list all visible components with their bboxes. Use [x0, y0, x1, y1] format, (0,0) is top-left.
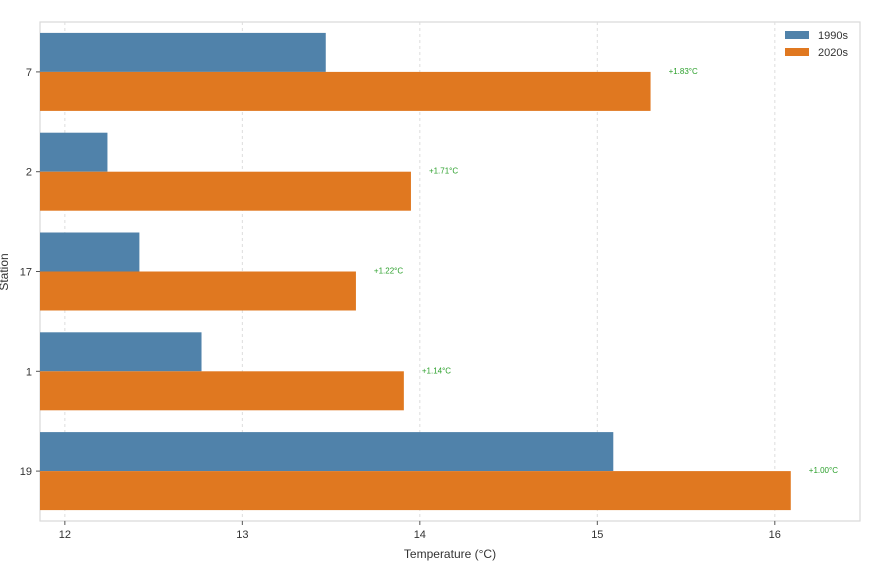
- bar-1990s-station-7: [40, 32, 326, 72]
- x-axis-label: Temperature (°C): [404, 547, 496, 561]
- bar-2020s-station-19: [40, 471, 791, 511]
- legend: 1990s 2020s: [785, 30, 848, 59]
- difference-annotation: +1.14°C: [422, 366, 451, 375]
- difference-annotation: +1.71°C: [429, 167, 458, 176]
- bar-2020s-station-17: [40, 271, 356, 311]
- legend-label-2020s: 2020s: [818, 47, 848, 59]
- difference-annotation: +1.83°C: [669, 67, 698, 76]
- legend-swatch-2020s: [785, 48, 809, 56]
- y-tick-label: 1: [26, 366, 32, 378]
- x-tick-label: 14: [414, 529, 426, 541]
- x-tick-label: 16: [769, 529, 781, 541]
- y-tick-label: 17: [20, 267, 32, 279]
- x-tick-label: 13: [236, 529, 248, 541]
- bar-1990s-station-2: [40, 132, 108, 172]
- y-tick-label: 19: [20, 466, 32, 478]
- x-tick-label: 12: [59, 529, 71, 541]
- legend-label-1990s: 1990s: [818, 30, 848, 42]
- bar-2020s-station-2: [40, 171, 411, 211]
- y-axis-label: Station: [0, 253, 11, 290]
- difference-annotation: +1.00°C: [809, 466, 838, 475]
- difference-annotation: +1.22°C: [374, 267, 403, 276]
- legend-swatch-1990s: [785, 31, 809, 39]
- bar-2020s-station-1: [40, 371, 404, 411]
- bar-2020s-station-7: [40, 71, 651, 111]
- bar-1990s-station-17: [40, 232, 140, 272]
- bar-1990s-station-1: [40, 332, 202, 372]
- y-tick-label: 2: [26, 167, 32, 179]
- bar-1990s-station-19: [40, 432, 614, 472]
- y-tick-label: 7: [26, 67, 32, 79]
- x-tick-label: 15: [591, 529, 603, 541]
